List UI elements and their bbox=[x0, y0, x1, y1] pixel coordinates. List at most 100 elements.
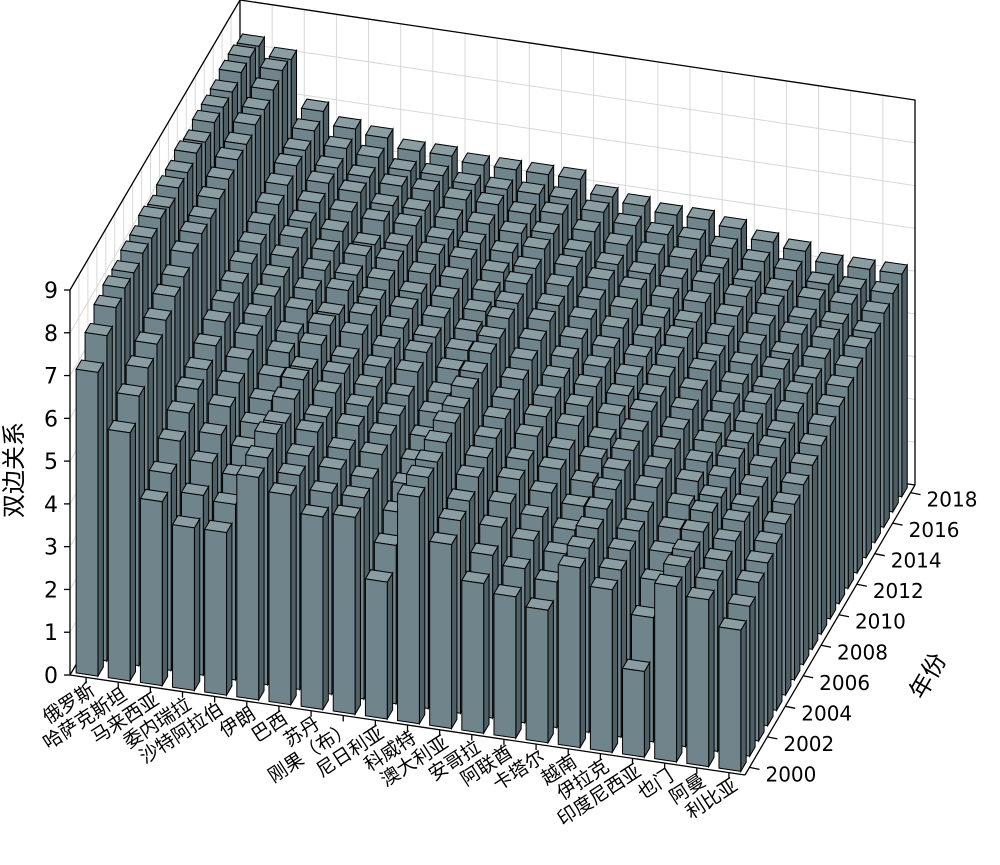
bar-side bbox=[874, 321, 881, 545]
bar bbox=[364, 569, 394, 721]
bar-front bbox=[397, 493, 420, 725]
bar-side bbox=[483, 572, 490, 736]
bar bbox=[525, 597, 555, 745]
z-tick-label: 4 bbox=[44, 493, 58, 518]
bar-side bbox=[322, 505, 329, 712]
year-tick-label: 2008 bbox=[837, 640, 888, 664]
bar bbox=[203, 519, 233, 698]
x-axis-label: 年份 bbox=[904, 648, 952, 704]
year-tick bbox=[892, 522, 903, 526]
z-tick-label: 2 bbox=[44, 578, 58, 603]
z-tick-label: 3 bbox=[44, 536, 58, 561]
bar bbox=[493, 583, 522, 740]
bar-side bbox=[418, 486, 426, 726]
bar bbox=[268, 482, 297, 707]
bar-side bbox=[767, 552, 774, 728]
year-tick bbox=[785, 705, 796, 709]
z-tick-label: 9 bbox=[44, 279, 58, 304]
bar-side bbox=[820, 434, 828, 636]
bar bbox=[718, 617, 747, 774]
year-tick bbox=[767, 736, 778, 740]
bar bbox=[686, 586, 715, 769]
bar-front bbox=[300, 513, 324, 711]
bar-side bbox=[883, 302, 890, 530]
bar-side bbox=[749, 595, 756, 758]
bar-side bbox=[97, 361, 104, 679]
bar-side bbox=[290, 484, 297, 707]
bar bbox=[171, 514, 201, 693]
bar-front bbox=[204, 528, 228, 696]
bar-side bbox=[856, 356, 864, 575]
bar-front bbox=[332, 513, 356, 715]
bar-front bbox=[429, 540, 453, 730]
bar-side bbox=[451, 533, 458, 731]
year-tick bbox=[856, 583, 867, 587]
bar-side bbox=[758, 571, 765, 743]
bar-side bbox=[708, 588, 715, 769]
bar-side bbox=[193, 516, 201, 693]
year-tick-label: 2004 bbox=[801, 701, 852, 725]
bar-side bbox=[811, 454, 819, 652]
year-tick-label: 2000 bbox=[765, 762, 816, 786]
bar-front bbox=[622, 667, 645, 758]
bar-side bbox=[161, 490, 169, 688]
z-axis-label: 双边关系 bbox=[0, 422, 28, 518]
z-tick-label: 0 bbox=[44, 664, 58, 689]
bar-front bbox=[236, 473, 260, 701]
bar bbox=[461, 570, 490, 736]
bar-front bbox=[461, 579, 485, 734]
year-tick-label: 2016 bbox=[909, 518, 960, 542]
year-axis bbox=[744, 484, 916, 776]
bar-side bbox=[785, 512, 792, 697]
year-tick bbox=[838, 614, 850, 618]
bar-front bbox=[654, 582, 678, 763]
bar bbox=[236, 464, 265, 702]
year-tick-label: 2014 bbox=[891, 549, 942, 573]
year-tick-label: 2012 bbox=[873, 579, 924, 603]
bar bbox=[139, 488, 169, 688]
bar-side bbox=[838, 395, 846, 606]
bar-front bbox=[525, 606, 549, 744]
year-tick-label: 2006 bbox=[819, 671, 870, 695]
bar-side bbox=[892, 282, 899, 514]
bar-front bbox=[268, 491, 292, 706]
bar-side bbox=[901, 263, 908, 499]
bar-front bbox=[493, 593, 517, 739]
bar bbox=[589, 576, 619, 755]
bar-side bbox=[611, 578, 619, 755]
year-tick bbox=[910, 491, 921, 496]
bar-front bbox=[686, 595, 710, 768]
bar bbox=[557, 554, 587, 750]
bar-side bbox=[129, 421, 136, 683]
bar bbox=[653, 573, 683, 764]
bar-front bbox=[557, 564, 581, 749]
year-tick-label: 2018 bbox=[927, 488, 978, 512]
wall-outline bbox=[69, 0, 916, 485]
bar bbox=[75, 359, 105, 679]
bar-side bbox=[643, 660, 651, 759]
bar-front bbox=[364, 578, 388, 720]
bar-front bbox=[75, 368, 99, 677]
year-tick bbox=[803, 675, 814, 679]
bar bbox=[300, 504, 330, 712]
bar-side bbox=[847, 376, 855, 591]
bar-front bbox=[172, 524, 195, 692]
bar-side bbox=[226, 521, 233, 698]
bar-side bbox=[776, 532, 783, 713]
year-tick-label: 2002 bbox=[783, 732, 834, 756]
bar-side bbox=[676, 575, 683, 764]
bar-side bbox=[547, 599, 554, 745]
bar-side bbox=[740, 619, 747, 774]
bar bbox=[396, 484, 426, 726]
bar-side bbox=[829, 415, 837, 621]
z-tick-label: 1 bbox=[44, 621, 58, 646]
bar-front bbox=[139, 497, 163, 687]
bar-side bbox=[354, 506, 361, 717]
bar-side bbox=[802, 473, 810, 667]
z-tick-label: 5 bbox=[44, 450, 58, 475]
bar-front bbox=[107, 428, 131, 682]
bar-front bbox=[589, 585, 613, 753]
bar-side bbox=[794, 493, 801, 682]
bar-side bbox=[579, 556, 586, 750]
z-tick-label: 8 bbox=[44, 322, 58, 347]
